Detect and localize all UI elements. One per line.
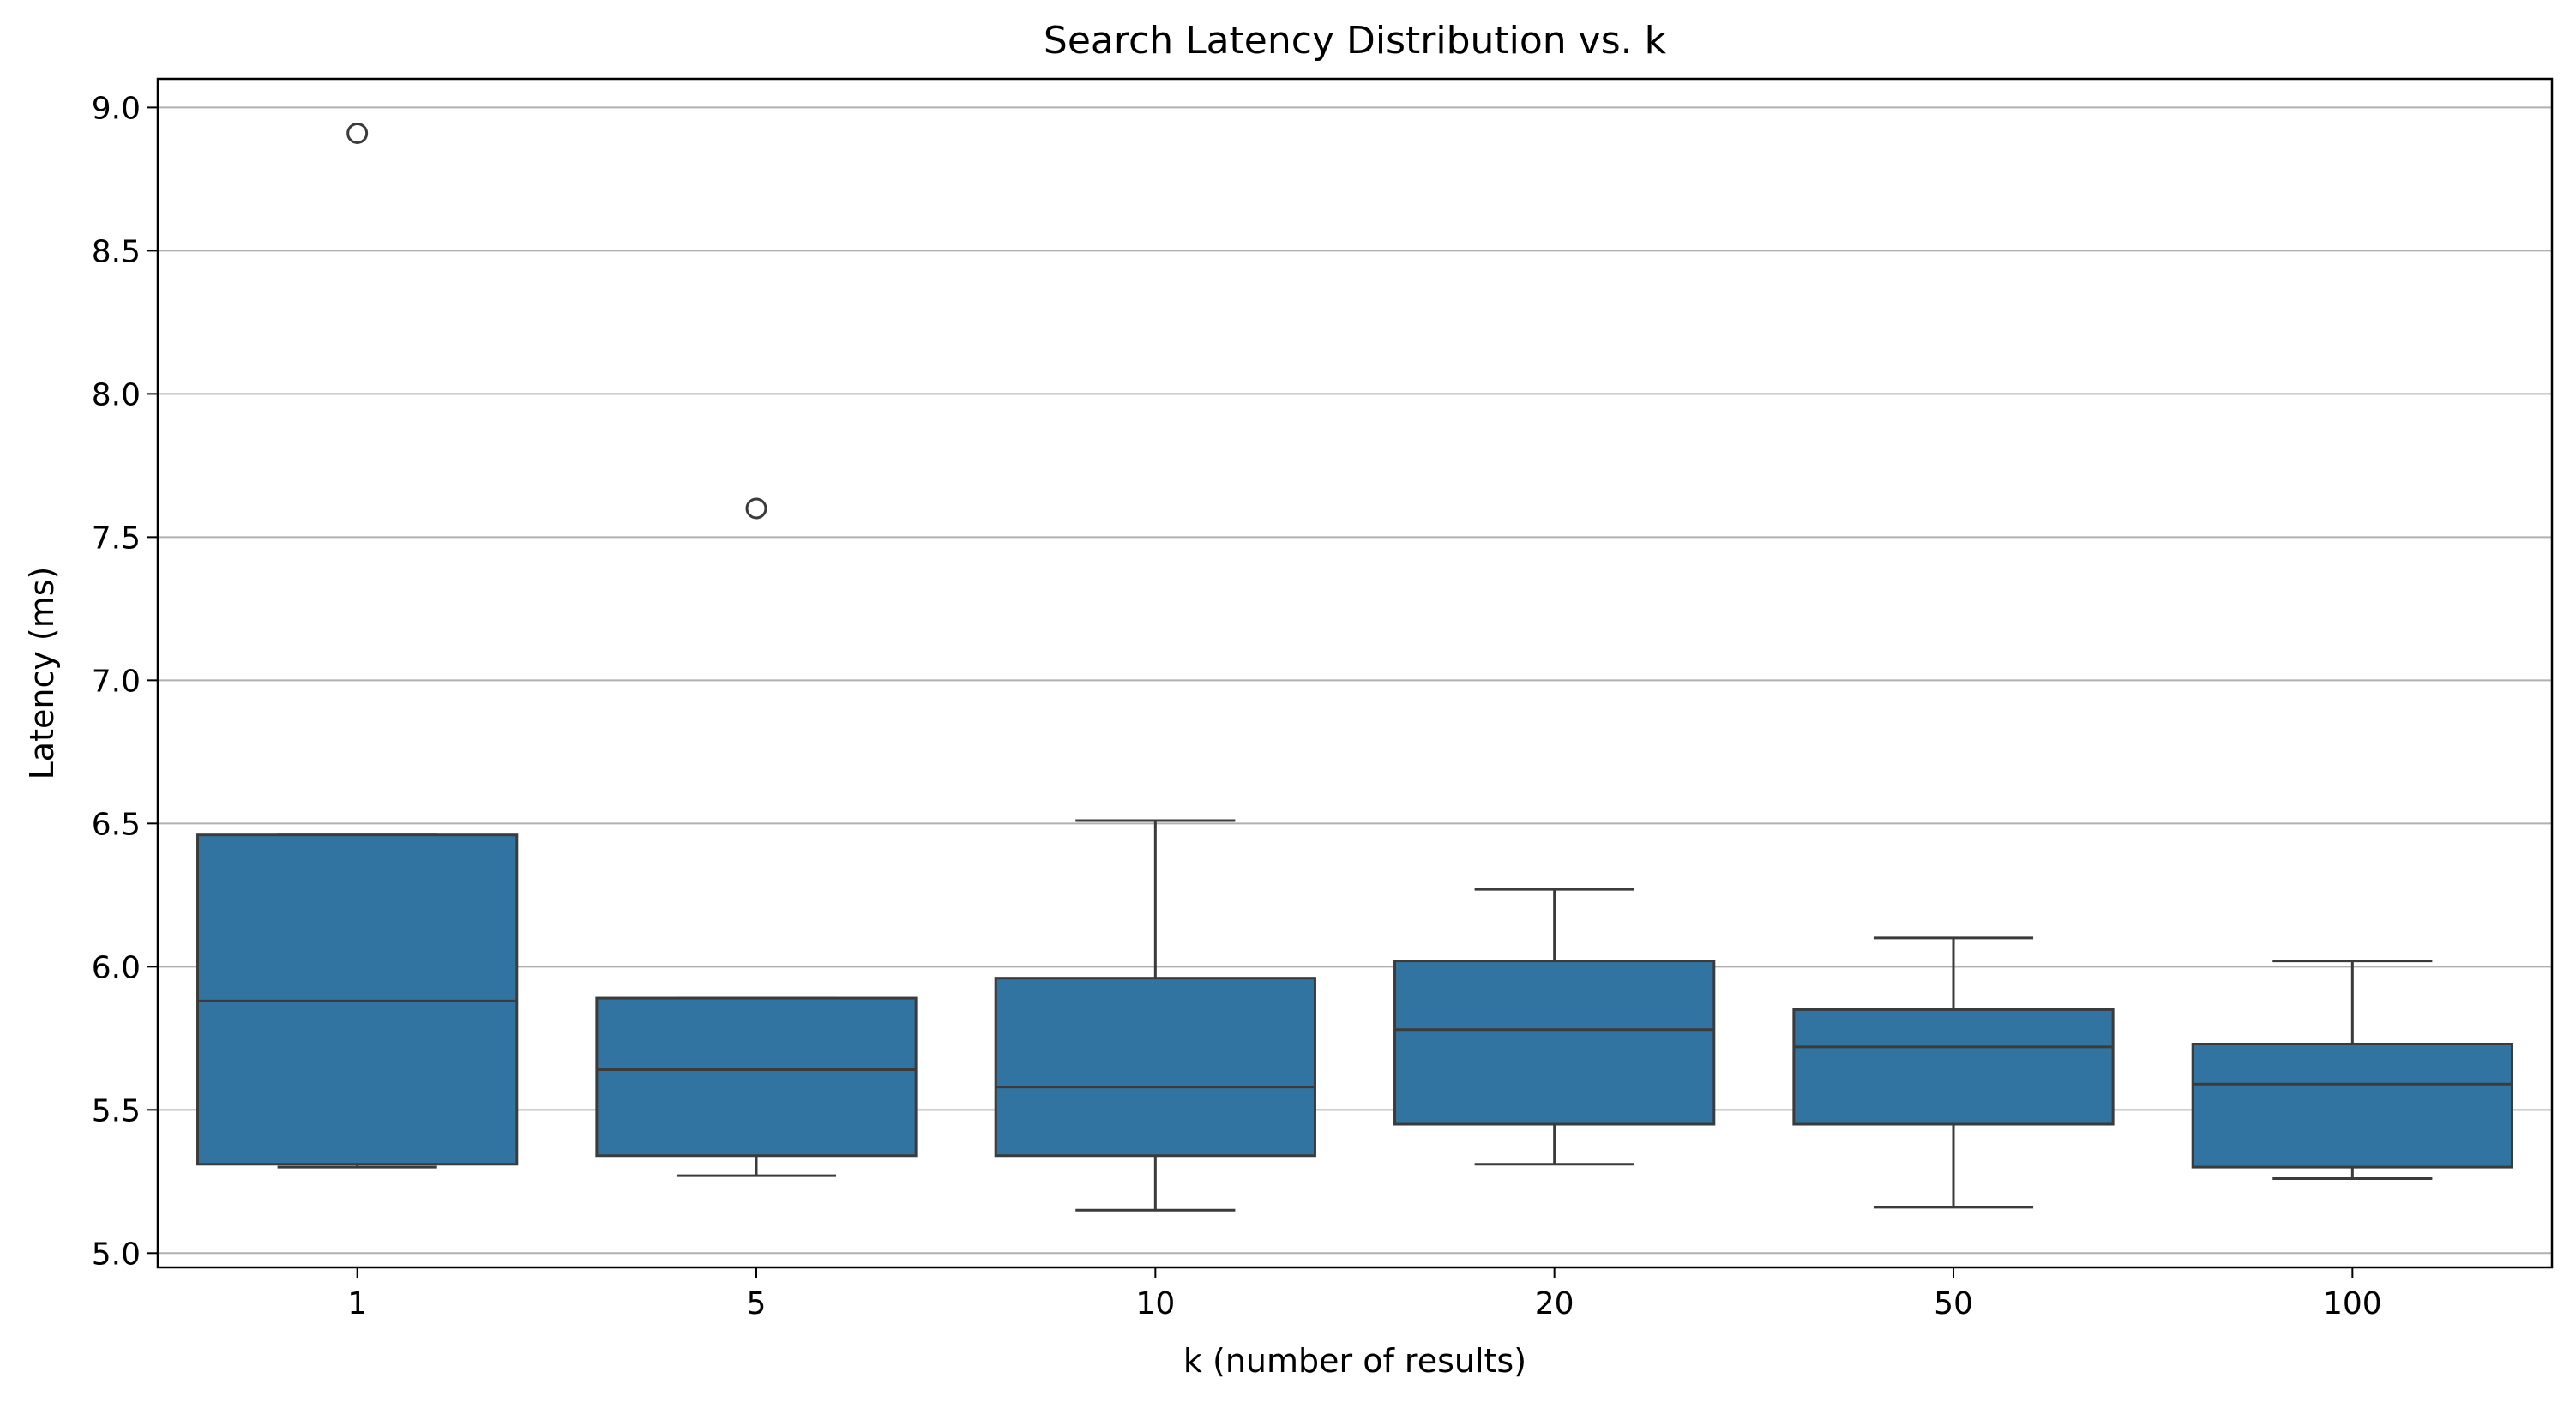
y-tick-label: 6.5 — [92, 807, 141, 842]
y-tick-label: 6.0 — [92, 950, 141, 985]
y-tick-label: 7.0 — [92, 664, 141, 699]
x-tick-label: 100 — [2323, 1286, 2382, 1321]
box-group-k-20 — [1393, 888, 1716, 1166]
x-tick-label: 1 — [347, 1286, 367, 1321]
iqr-box — [994, 977, 1316, 1158]
plot-frame — [156, 77, 2554, 1269]
y-tick-label: 8.5 — [92, 234, 141, 269]
box-group-k-10 — [994, 819, 1316, 1212]
iqr-box — [1792, 1008, 2115, 1126]
iqr-box — [196, 833, 519, 1166]
outlier-point — [745, 497, 767, 520]
y-tick-label: 5.5 — [92, 1093, 141, 1128]
box-series — [196, 122, 2513, 1212]
outlier-point — [346, 122, 369, 144]
x-tick-label: 20 — [1535, 1286, 1574, 1321]
y-tick-label: 5.0 — [92, 1237, 141, 1272]
x-tick-label: 5 — [747, 1286, 767, 1321]
x-axis-label: k (number of results) — [1183, 1342, 1526, 1380]
iqr-box — [1393, 960, 1716, 1126]
y-tick-label: 7.5 — [92, 520, 141, 556]
x-tick-label: 50 — [1934, 1286, 1973, 1321]
x-tick-label: 10 — [1135, 1286, 1175, 1321]
y-tick-label: 9.0 — [92, 91, 141, 126]
box-group-k-5 — [595, 497, 918, 1177]
y-axis-ticks: 5.0 5.5 6.0 6.5 7.0 7.5 8.0 8.5 9.0 — [92, 91, 158, 1272]
iqr-box — [595, 996, 918, 1158]
grid-lines — [158, 106, 2552, 1255]
box-group-k-100 — [2191, 960, 2513, 1180]
x-axis-ticks: 1 5 10 20 50 100 — [347, 1267, 2382, 1321]
box-group-k-1 — [196, 122, 519, 1169]
y-axis-label: Latency (ms) — [23, 567, 61, 780]
box-group-k-50 — [1792, 936, 2115, 1209]
iqr-box — [2191, 1042, 2513, 1169]
chart-title: Search Latency Distribution vs. k — [1044, 19, 1667, 63]
y-tick-label: 8.0 — [92, 377, 141, 412]
